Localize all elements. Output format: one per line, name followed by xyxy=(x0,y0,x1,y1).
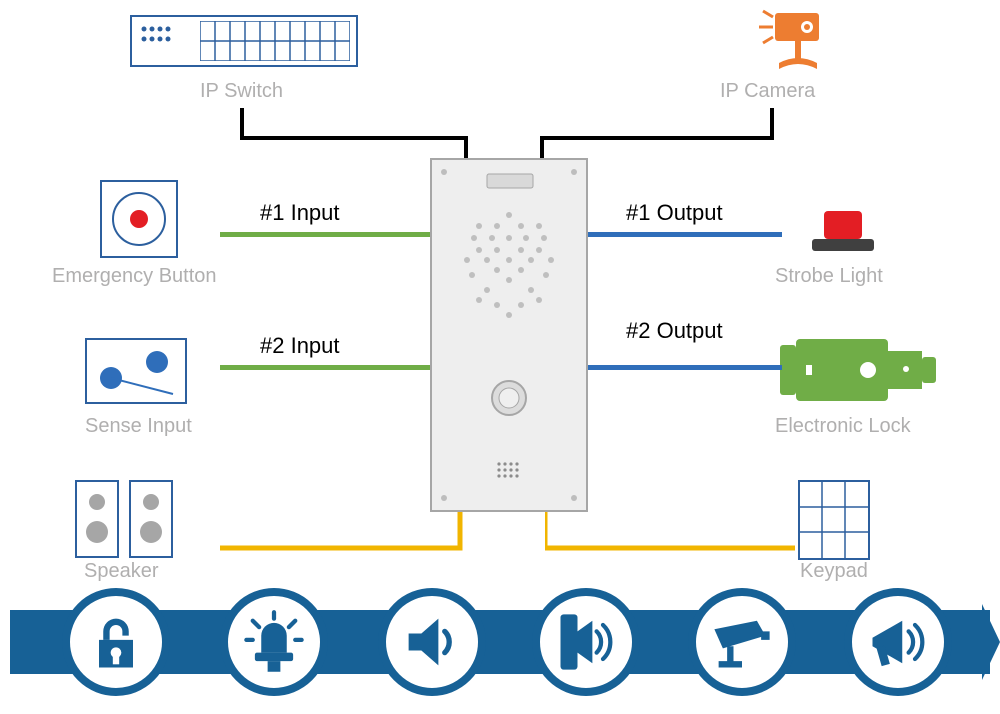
input1-wire xyxy=(220,232,430,237)
wire-ipswitch-across xyxy=(240,136,468,140)
ip-switch-box xyxy=(130,15,358,67)
footer-speaker-icon xyxy=(378,588,486,696)
switch-ports-icon xyxy=(200,21,350,61)
output1-wire xyxy=(582,232,782,237)
sense-input-icon xyxy=(85,338,187,404)
output2-label: #2 Output xyxy=(626,318,723,344)
emergency-button-icon xyxy=(100,180,178,258)
intercom-device xyxy=(430,158,588,512)
footer-band-arrow xyxy=(982,604,1000,680)
speaker-label: Speaker xyxy=(84,560,159,583)
keypad-icon xyxy=(798,480,870,560)
footer-lock-icon xyxy=(62,588,170,696)
strobe-light-icon xyxy=(800,205,880,265)
speaker-icon xyxy=(75,480,173,561)
footer-megaphone-icon xyxy=(844,588,952,696)
ip-camera-label: IP Camera xyxy=(720,80,815,103)
ip-camera-icon xyxy=(735,5,845,85)
footer-siren-icon xyxy=(220,588,328,696)
input2-label: #2 Input xyxy=(260,333,340,359)
footer-cctv-icon xyxy=(688,588,796,696)
footer-intercom-icon xyxy=(532,588,640,696)
switch-leds-icon xyxy=(138,19,178,63)
keypad-label: Keypad xyxy=(800,560,868,583)
emergency-button-label: Emergency Button xyxy=(52,265,217,288)
sense-input-label: Sense Input xyxy=(85,415,192,438)
wire-ipcamera-across xyxy=(540,136,774,140)
input2-wire xyxy=(220,365,430,370)
keypad-wire xyxy=(545,510,795,560)
strobe-light-label: Strobe Light xyxy=(775,265,883,288)
electronic-lock-icon xyxy=(780,335,950,405)
input1-label: #1 Input xyxy=(260,200,340,226)
electronic-lock-label: Electronic Lock xyxy=(775,415,911,438)
output1-label: #1 Output xyxy=(626,200,723,226)
speaker-wire xyxy=(220,510,480,560)
output2-wire xyxy=(582,365,782,370)
ip-switch-label: IP Switch xyxy=(200,80,283,103)
